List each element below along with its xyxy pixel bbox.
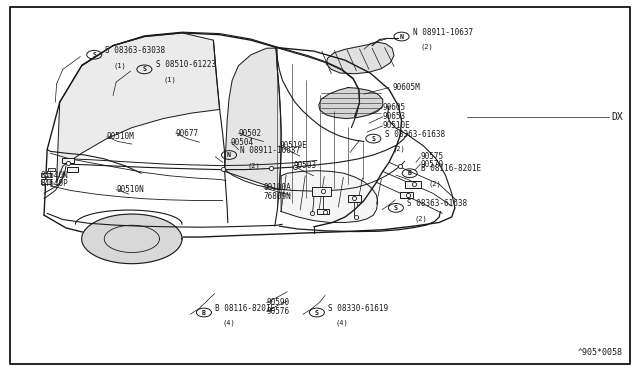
Text: 90605: 90605 bbox=[383, 103, 406, 112]
Bar bbox=[317, 209, 330, 214]
Polygon shape bbox=[326, 42, 394, 74]
Text: S: S bbox=[142, 66, 147, 72]
Text: (2): (2) bbox=[248, 162, 260, 169]
Bar bbox=[62, 158, 74, 163]
Polygon shape bbox=[82, 214, 182, 264]
Polygon shape bbox=[56, 33, 220, 182]
Text: 90605M: 90605M bbox=[392, 83, 420, 92]
Text: S: S bbox=[92, 52, 96, 58]
Polygon shape bbox=[319, 87, 383, 119]
Text: (4): (4) bbox=[223, 320, 236, 326]
Text: N 08911-10637: N 08911-10637 bbox=[413, 28, 473, 36]
Text: 90570: 90570 bbox=[420, 160, 444, 169]
Text: (2): (2) bbox=[429, 180, 441, 187]
Text: 90519E: 90519E bbox=[279, 141, 307, 150]
Text: S 08330-61619: S 08330-61619 bbox=[328, 304, 388, 312]
Text: 90503: 90503 bbox=[294, 161, 317, 170]
Bar bbox=[348, 195, 361, 202]
Text: S: S bbox=[315, 310, 319, 315]
Bar bbox=[48, 168, 55, 171]
Text: N: N bbox=[399, 33, 404, 39]
Bar bbox=[41, 179, 51, 184]
Text: 90575: 90575 bbox=[420, 153, 444, 161]
Text: (1): (1) bbox=[113, 62, 126, 68]
Text: ^905*0058: ^905*0058 bbox=[577, 347, 622, 357]
Text: B 08116-8201E: B 08116-8201E bbox=[215, 304, 275, 312]
Text: S 08363-63038: S 08363-63038 bbox=[106, 46, 166, 55]
Bar bbox=[405, 180, 420, 188]
Text: B 08116-8201E: B 08116-8201E bbox=[421, 164, 481, 173]
Text: B: B bbox=[408, 170, 412, 176]
Text: (2): (2) bbox=[392, 146, 405, 153]
Text: 90590: 90590 bbox=[267, 298, 290, 307]
Text: DX: DX bbox=[612, 112, 623, 122]
Text: 84640N: 84640N bbox=[41, 171, 68, 180]
Text: B: B bbox=[202, 310, 206, 315]
Text: (1): (1) bbox=[163, 77, 176, 83]
Text: 90504: 90504 bbox=[231, 138, 254, 147]
Text: 90510E: 90510E bbox=[383, 121, 410, 130]
Text: (2): (2) bbox=[415, 215, 428, 222]
Polygon shape bbox=[225, 48, 281, 190]
Text: N 08911-10637: N 08911-10637 bbox=[241, 146, 300, 155]
Bar bbox=[399, 192, 413, 198]
Text: S: S bbox=[371, 136, 375, 142]
Text: S: S bbox=[394, 205, 398, 211]
Text: 90677: 90677 bbox=[176, 129, 199, 138]
Text: 90100A: 90100A bbox=[264, 183, 291, 192]
Text: 90510M: 90510M bbox=[107, 132, 134, 141]
Text: 84640P: 84640P bbox=[41, 179, 68, 187]
Text: 90653: 90653 bbox=[383, 112, 406, 121]
Text: N: N bbox=[227, 152, 231, 158]
Text: (2): (2) bbox=[420, 44, 433, 50]
Text: S 08363-61638: S 08363-61638 bbox=[407, 199, 467, 208]
Bar bbox=[312, 187, 332, 196]
Text: 90502: 90502 bbox=[239, 129, 262, 138]
Bar bbox=[41, 173, 51, 177]
Text: (4): (4) bbox=[336, 320, 348, 326]
Text: 76809N: 76809N bbox=[264, 192, 291, 201]
Bar bbox=[67, 167, 78, 172]
Text: S 08363-61638: S 08363-61638 bbox=[385, 129, 445, 139]
Text: 90510N: 90510N bbox=[116, 185, 144, 194]
Text: 90576: 90576 bbox=[267, 307, 290, 316]
Polygon shape bbox=[281, 171, 378, 222]
Text: S 08510-61223: S 08510-61223 bbox=[156, 60, 216, 69]
